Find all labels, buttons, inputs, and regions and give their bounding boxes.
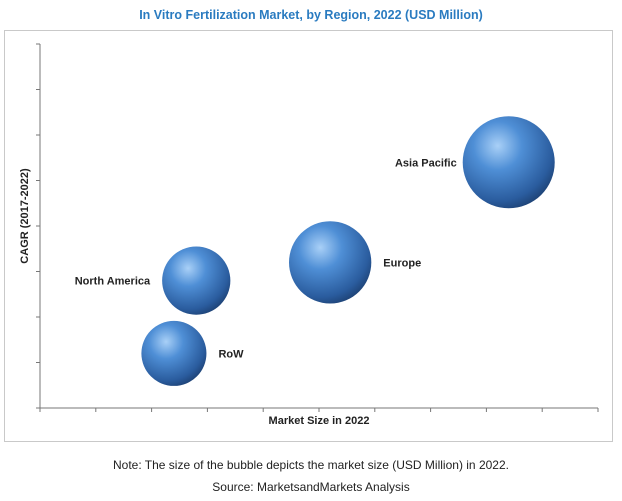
chart-title: In Vitro Fertilization Market, by Region… <box>139 8 483 22</box>
bubble-asia-pacific <box>462 116 555 209</box>
bubble-row <box>141 320 207 386</box>
chart-axes <box>36 43 599 412</box>
bubble-north-america <box>162 246 231 315</box>
y-axis-label: CAGR (2017-2022) <box>19 168 31 264</box>
bubble-layer: Asia Pacific Europe North America RoW <box>75 116 555 386</box>
bubble-label-north-america: North America <box>75 276 151 288</box>
footer-note: Note: The size of the bubble depicts the… <box>113 458 509 472</box>
footer-source: Source: MarketsandMarkets Analysis <box>212 480 410 494</box>
bubble-label-europe: Europe <box>383 257 421 269</box>
chart-frame <box>4 30 613 442</box>
bubble-label-row: RoW <box>218 348 244 360</box>
x-axis-label: Market Size in 2022 <box>269 415 370 427</box>
bubble-label-asia-pacific: Asia Pacific <box>395 157 457 169</box>
bubble-europe <box>289 221 372 304</box>
